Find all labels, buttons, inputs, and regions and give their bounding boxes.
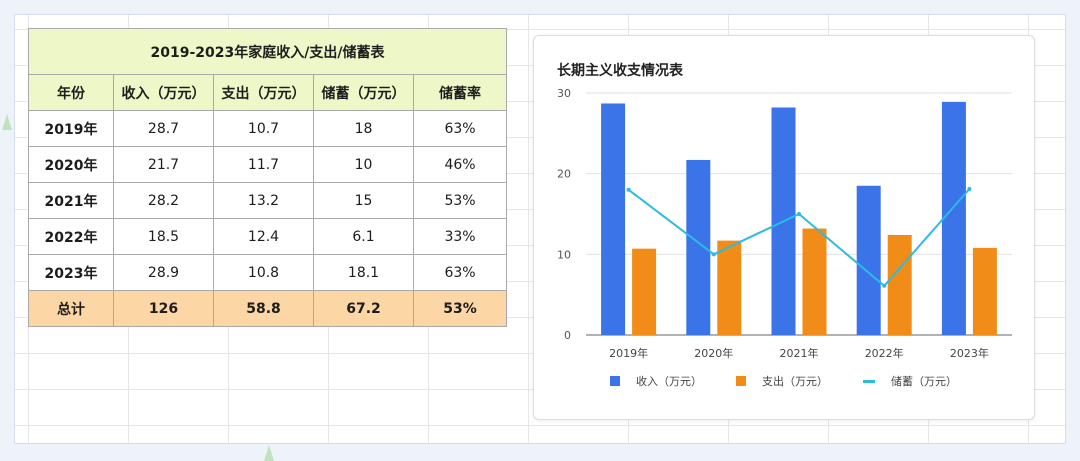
- cell-expense[interactable]: 13.2: [213, 182, 314, 219]
- cell-total-expense[interactable]: 58.8: [213, 290, 314, 327]
- combo-chart: 0 10 20 30 2019年 2020年 2021年 2022年 2023年: [557, 87, 1012, 360]
- cell-savings-rate[interactable]: 53%: [412, 182, 508, 219]
- legend-swatch-expense: [736, 376, 746, 386]
- cell-savings[interactable]: 18: [313, 110, 414, 147]
- table-row: 2020年 21.7 11.7 10 46%: [28, 146, 508, 183]
- savings-point[interactable]: [797, 212, 801, 216]
- header-year[interactable]: 年份: [28, 74, 114, 111]
- bar-income[interactable]: [856, 185, 881, 335]
- header-expense[interactable]: 支出（万元）: [213, 74, 314, 111]
- cell-total-savings[interactable]: 67.2: [313, 290, 414, 327]
- legend-item-income[interactable]: 收入（万元）: [610, 373, 702, 389]
- chart-legend: 收入（万元） 支出（万元） 储蓄（万元）: [534, 373, 1034, 391]
- decorative-leaf-icon: [2, 114, 12, 130]
- cell-savings-rate[interactable]: 46%: [412, 146, 508, 183]
- decorative-leaf-icon: [264, 445, 274, 461]
- legend-swatch-income: [610, 376, 620, 386]
- table-row: 2023年 28.9 10.8 18.1 63%: [28, 254, 508, 291]
- cell-year[interactable]: 2019年: [28, 110, 114, 147]
- savings-point[interactable]: [882, 283, 887, 288]
- cell-savings-rate[interactable]: 63%: [412, 254, 508, 291]
- cell-year[interactable]: 2020年: [28, 146, 114, 183]
- header-savings-rate[interactable]: 储蓄率: [412, 74, 508, 111]
- bar-expense[interactable]: [717, 240, 742, 335]
- x-tick-label: 2022年: [865, 346, 904, 360]
- savings-line: [627, 188, 971, 287]
- cell-expense[interactable]: 12.4: [213, 218, 314, 255]
- cell-savings[interactable]: 6.1: [313, 218, 414, 255]
- header-income[interactable]: 收入（万元）: [113, 74, 214, 111]
- savings-point[interactable]: [967, 186, 972, 191]
- savings-point[interactable]: [626, 187, 631, 192]
- cell-savings[interactable]: 10: [313, 146, 414, 183]
- cell-year[interactable]: 2021年: [28, 182, 114, 219]
- cell-income[interactable]: 28.2: [113, 182, 214, 219]
- legend-item-savings[interactable]: 储蓄（万元）: [863, 373, 957, 389]
- table-total-row: 总计 126 58.8 67.2 53%: [28, 290, 508, 327]
- cell-savings-rate[interactable]: 63%: [412, 110, 508, 147]
- cell-expense[interactable]: 10.7: [213, 110, 314, 147]
- y-tick-label: 0: [564, 329, 571, 342]
- bar-expense[interactable]: [802, 228, 827, 335]
- chart-card[interactable]: 长期主义收支情况表 0 10 20 30 2019年 2020年 2021年 2022年 202…: [533, 35, 1035, 420]
- table-header-row: 年份 收入（万元） 支出（万元） 储蓄（万元） 储蓄率: [28, 74, 508, 111]
- bar-income[interactable]: [686, 159, 711, 335]
- legend-label-savings: 储蓄（万元）: [891, 375, 957, 388]
- cell-year[interactable]: 2022年: [28, 218, 114, 255]
- bar-income[interactable]: [941, 101, 966, 335]
- y-tick-label: 30: [557, 87, 571, 100]
- x-tick-label: 2023年: [950, 346, 989, 360]
- savings-point[interactable]: [711, 252, 716, 257]
- table-row: 2021年 28.2 13.2 15 53%: [28, 182, 508, 219]
- cell-year[interactable]: 2023年: [28, 254, 114, 291]
- cell-income[interactable]: 28.7: [113, 110, 214, 147]
- cell-savings[interactable]: 18.1: [313, 254, 414, 291]
- cell-expense[interactable]: 10.8: [213, 254, 314, 291]
- cell-savings[interactable]: 15: [313, 182, 414, 219]
- legend-item-expense[interactable]: 支出（万元）: [736, 373, 828, 389]
- bar-expense[interactable]: [972, 247, 997, 335]
- legend-swatch-savings: [863, 379, 875, 383]
- legend-label-expense: 支出（万元）: [762, 375, 828, 388]
- bar-expense[interactable]: [632, 248, 657, 335]
- spreadsheet-frame: 2019-2023年家庭收入/支出/储蓄表 年份 收入（万元） 支出（万元） 储…: [14, 14, 1066, 444]
- cell-income[interactable]: 21.7: [113, 146, 214, 183]
- x-tick-label: 2019年: [609, 346, 648, 360]
- y-tick-label: 10: [557, 248, 571, 261]
- legend-label-income: 收入（万元）: [636, 375, 702, 388]
- data-table: 2019-2023年家庭收入/支出/储蓄表 年份 收入（万元） 支出（万元） 储…: [27, 28, 508, 327]
- cell-income[interactable]: 28.9: [113, 254, 214, 291]
- table-title[interactable]: 2019-2023年家庭收入/支出/储蓄表: [27, 28, 508, 75]
- table-row: 2019年 28.7 10.7 18 63%: [28, 110, 508, 147]
- chart-title: 长期主义收支情况表: [557, 63, 683, 79]
- cell-income[interactable]: 18.5: [113, 218, 214, 255]
- bar-expense[interactable]: [887, 234, 912, 335]
- header-savings[interactable]: 储蓄（万元）: [313, 74, 414, 111]
- cell-total-income[interactable]: 126: [113, 290, 214, 327]
- cell-total-savings-rate[interactable]: 53%: [412, 290, 508, 327]
- x-tick-label: 2021年: [780, 346, 819, 360]
- bar-income[interactable]: [601, 103, 626, 335]
- table-row: 2022年 18.5 12.4 6.1 33%: [28, 218, 508, 255]
- cell-total-label[interactable]: 总计: [28, 290, 114, 327]
- cell-expense[interactable]: 11.7: [213, 146, 314, 183]
- cell-savings-rate[interactable]: 33%: [412, 218, 508, 255]
- y-tick-label: 20: [557, 168, 571, 181]
- x-tick-label: 2020年: [694, 346, 733, 360]
